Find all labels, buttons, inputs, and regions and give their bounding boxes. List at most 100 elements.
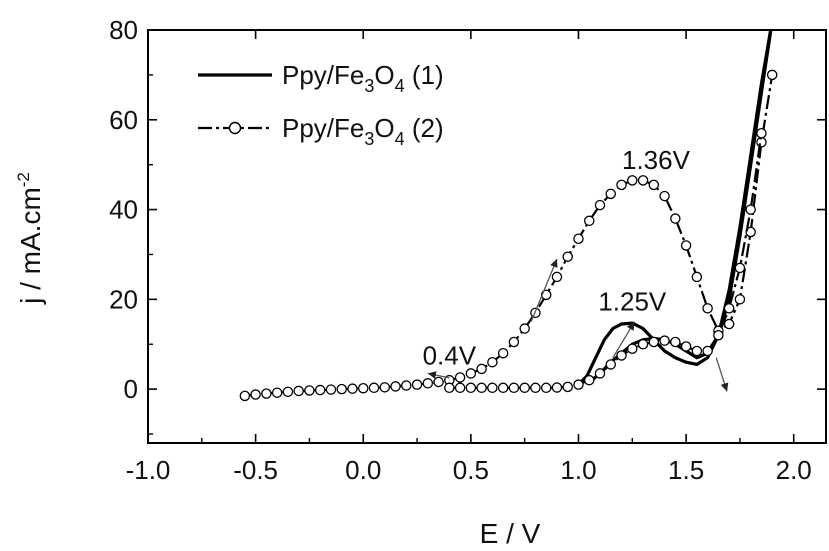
series-2-point <box>497 347 509 359</box>
series-2-point <box>551 271 563 283</box>
legend-entry-2: Ppy/Fe3O4 (2) <box>282 113 444 149</box>
series-2-point <box>670 213 681 224</box>
series-2-point <box>508 382 520 394</box>
series-2-point <box>261 388 272 399</box>
x-tick-label: 0.0 <box>345 455 381 485</box>
series-2-point <box>271 387 283 398</box>
series-2-point <box>605 359 617 370</box>
series-2-point <box>691 345 703 357</box>
series-2-point <box>368 382 380 394</box>
series-2-point <box>444 382 455 394</box>
legend-subscript: 3 <box>364 129 374 149</box>
series-2-point <box>422 378 434 389</box>
series-2-point <box>723 303 735 314</box>
series-2-point <box>282 386 294 398</box>
series-2-point <box>702 303 713 314</box>
legend-text-part: Ppy/Fe <box>282 60 364 90</box>
legend-subscript: 4 <box>395 76 405 96</box>
series-layer <box>239 30 778 402</box>
series-2-point <box>637 338 649 350</box>
series-2-point <box>347 383 358 394</box>
series-2-point <box>476 363 487 375</box>
legend-marker <box>228 121 242 135</box>
series-2-point <box>713 330 724 341</box>
series-2-point <box>487 356 498 368</box>
series-2-point <box>745 204 756 215</box>
legend-text-part: Ppy/Fe <box>282 113 364 143</box>
series-2-point <box>250 389 261 400</box>
axis-ticks: -1.0 -0.5 0.0 0.5 1.0 1.5 2.0 0 20 40 60 80 <box>109 15 826 485</box>
series-2-line <box>449 133 763 389</box>
series-2-point <box>465 368 477 379</box>
series-2-point <box>497 382 509 394</box>
series-2-point <box>573 379 584 390</box>
legend-entry-1: Ppy/Fe3O4 (1) <box>282 60 444 96</box>
series-2-point <box>616 350 627 361</box>
legend-text-part: O <box>374 60 394 90</box>
series-2-point <box>605 188 617 200</box>
y-tick-label: 0 <box>124 374 138 404</box>
annotation-arrow <box>530 258 558 323</box>
series-2-point <box>454 372 466 383</box>
y-tick-label: 60 <box>109 105 138 135</box>
series-2-point <box>465 382 477 394</box>
series-2-point <box>723 318 735 330</box>
series-2-point <box>357 382 369 394</box>
series-2-point <box>766 69 778 81</box>
legend-text-part: (1) <box>405 60 444 90</box>
y-axis-label-main: j / mA.cm <box>15 187 46 305</box>
series-2-point <box>562 381 573 393</box>
series-2-point <box>530 382 541 394</box>
x-tick-label: -0.5 <box>233 455 278 485</box>
y-tick-label: 80 <box>109 15 138 45</box>
series-2-point <box>648 336 660 348</box>
series-2-point <box>551 382 563 393</box>
series-2-point <box>454 382 466 394</box>
legend-subscript: 3 <box>364 76 374 96</box>
series-2-point <box>314 384 326 396</box>
series-2-point <box>239 390 251 402</box>
annotation-label: 1.25V <box>598 287 667 317</box>
series-2-point <box>325 384 337 395</box>
legend-text-part: O <box>374 113 394 143</box>
series-2-point <box>648 179 660 191</box>
plot-frame <box>147 29 827 444</box>
series-2-point <box>411 379 423 390</box>
series-2-point <box>487 382 498 394</box>
series-2-point <box>670 336 681 348</box>
series-2-point <box>583 374 595 386</box>
annotation-label: 0.4V <box>423 340 477 370</box>
series-2-point <box>433 376 444 388</box>
series-2-point <box>627 343 638 354</box>
series-2-point <box>379 382 391 393</box>
series-2-point <box>680 240 692 251</box>
annotation-arrowhead <box>720 382 729 392</box>
series-2-point <box>702 345 713 357</box>
series-2-point <box>616 179 627 191</box>
legend-text-part: (2) <box>405 113 444 143</box>
series-2-point <box>756 127 767 139</box>
series-2-point <box>573 233 584 244</box>
legend: Ppy/Fe3O4 (1)Ppy/Fe3O4 (2) <box>198 60 444 149</box>
series-2-point <box>401 380 412 391</box>
series-2-point <box>562 251 573 262</box>
annotation-arrowhead <box>626 321 635 331</box>
y-axis-label: j / mA.cm-2 <box>14 172 46 305</box>
series-2-point <box>304 385 315 396</box>
series-2-point <box>637 175 649 186</box>
series-2-point <box>519 382 530 394</box>
annotation-arrowhead <box>427 371 437 379</box>
x-tick-label: 1.5 <box>668 455 704 485</box>
annotation-layer: 1.36V 1.25V 0.4V <box>423 145 729 392</box>
x-tick-label: -1.0 <box>126 455 171 485</box>
annotation-arrowhead <box>550 258 558 268</box>
series-2-point <box>734 294 746 305</box>
series-2-point <box>336 383 347 395</box>
y-axis-label-exponent: -2 <box>14 172 33 187</box>
annotation-label: 1.36V <box>622 145 691 175</box>
series-2-point <box>680 341 692 352</box>
series-2-point <box>390 381 401 392</box>
series-clip-group <box>239 30 778 402</box>
series-2-point <box>691 271 703 283</box>
series-2-point <box>508 336 520 348</box>
